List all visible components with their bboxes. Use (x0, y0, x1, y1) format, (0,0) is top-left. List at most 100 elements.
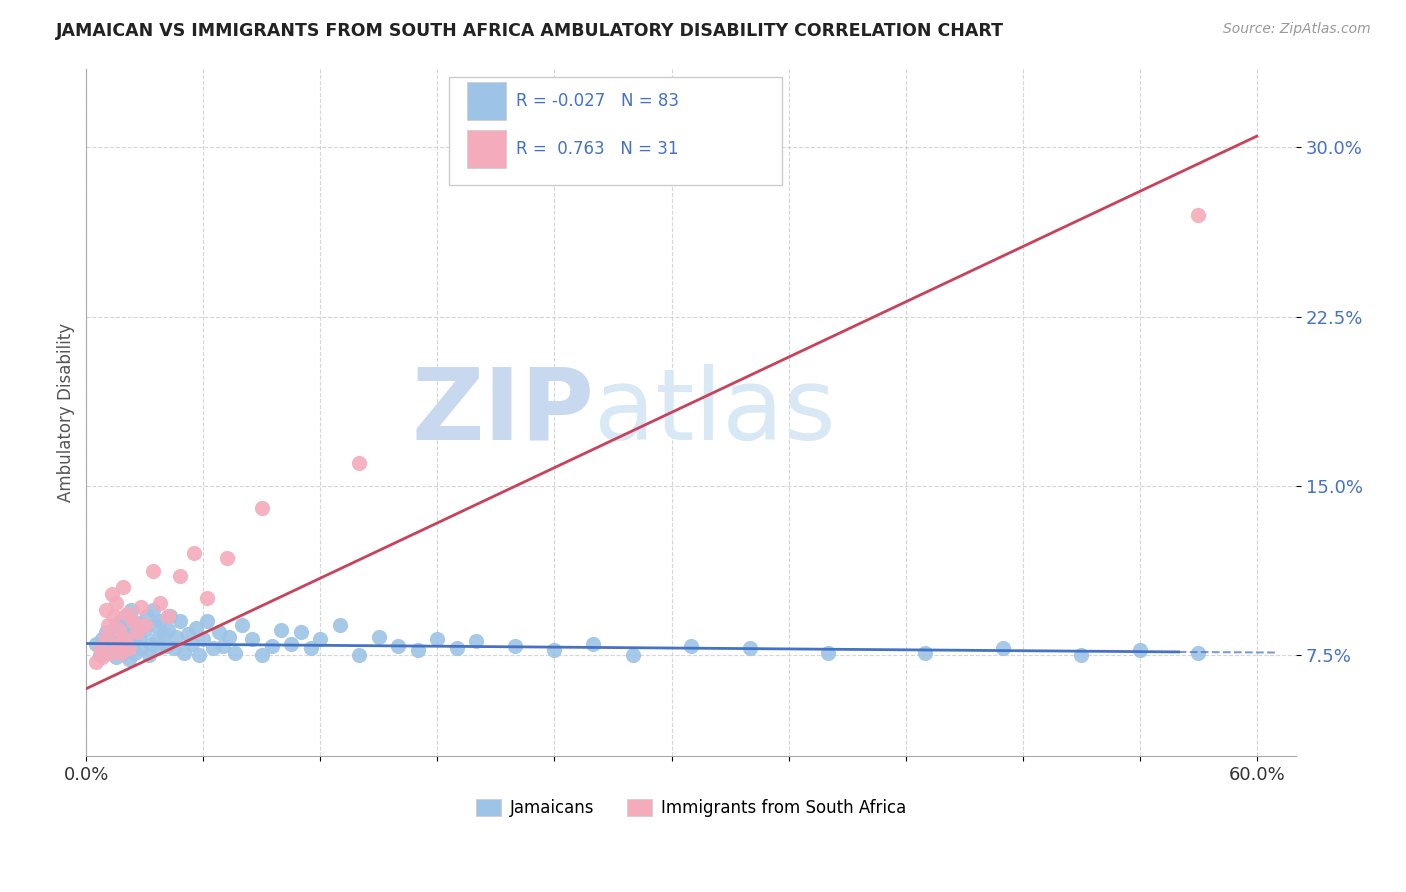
FancyBboxPatch shape (467, 82, 506, 120)
Point (188, 648, 211, 662)
Point (98, 646, 121, 660)
Point (738, 640, 761, 655)
Point (112, 580, 135, 594)
Point (183, 546, 205, 560)
Point (138, 648, 160, 662)
Text: Source: ZipAtlas.com: Source: ZipAtlas.com (1223, 22, 1371, 37)
Legend: Jamaicans, Immigrants from South Africa: Jamaicans, Immigrants from South Africa (470, 792, 912, 823)
Point (104, 618, 127, 632)
Point (110, 646, 132, 660)
Point (260, 639, 283, 653)
Point (110, 614, 132, 628)
Point (914, 646, 936, 660)
Point (125, 625, 148, 640)
Point (107, 634, 129, 648)
Point (129, 600, 152, 615)
Point (155, 639, 177, 653)
Point (117, 607, 139, 622)
Point (145, 632, 167, 646)
Point (1187, 646, 1209, 660)
Point (100, 587, 122, 601)
Text: JAMAICAN VS IMMIGRANTS FROM SOUTH AFRICA AMBULATORY DISABILITY CORRELATION CHART: JAMAICAN VS IMMIGRANTS FROM SOUTH AFRICA… (56, 22, 1004, 40)
Point (135, 609, 157, 624)
Point (149, 596, 172, 610)
Point (139, 636, 162, 650)
Point (125, 616, 148, 631)
Text: atlas: atlas (595, 364, 837, 461)
Point (149, 614, 172, 628)
Point (1187, 208, 1209, 222)
Point (231, 618, 253, 632)
Point (163, 640, 186, 655)
Point (128, 630, 150, 644)
Point (169, 614, 191, 628)
Point (406, 643, 429, 657)
Point (426, 632, 449, 646)
Point (1129, 643, 1152, 657)
Point (118, 640, 141, 655)
Point (211, 639, 233, 653)
Point (367, 630, 389, 644)
Point (110, 630, 132, 644)
Text: ZIP: ZIP (412, 364, 595, 461)
Point (142, 603, 165, 617)
Point (208, 625, 231, 640)
Point (224, 646, 246, 660)
Point (218, 630, 240, 644)
Point (240, 632, 263, 646)
Point (195, 614, 218, 628)
Point (159, 609, 181, 624)
Point (118, 652, 141, 666)
Point (157, 609, 180, 624)
Point (90, 650, 112, 665)
Point (446, 640, 468, 655)
Point (582, 636, 605, 650)
Point (89, 640, 111, 655)
Point (184, 621, 207, 635)
Point (195, 591, 218, 606)
Point (122, 634, 145, 648)
Point (129, 640, 152, 655)
Point (621, 648, 644, 662)
Point (387, 639, 409, 653)
Point (202, 640, 225, 655)
Point (104, 596, 127, 610)
Point (250, 648, 273, 662)
Point (90, 632, 112, 646)
Point (122, 614, 145, 628)
Point (97, 618, 120, 632)
Point (157, 623, 180, 637)
Point (103, 609, 125, 624)
Point (180, 636, 202, 650)
Point (142, 565, 165, 579)
Point (114, 632, 136, 646)
Point (84, 655, 107, 669)
Text: R =  0.763   N = 31: R = 0.763 N = 31 (516, 140, 678, 158)
Point (215, 550, 238, 565)
Point (108, 643, 131, 657)
Point (1070, 648, 1092, 662)
Point (117, 639, 139, 653)
Point (108, 623, 131, 637)
Point (543, 643, 565, 657)
Point (89, 648, 111, 662)
Point (94, 625, 117, 640)
Y-axis label: Ambulatory Disability: Ambulatory Disability (58, 323, 75, 502)
Point (329, 618, 352, 632)
Point (299, 640, 322, 655)
Point (165, 630, 187, 644)
Point (349, 456, 371, 470)
Point (120, 603, 142, 617)
Point (465, 634, 488, 648)
Point (280, 636, 302, 650)
Point (143, 618, 166, 632)
Point (98, 640, 121, 655)
Text: R = -0.027   N = 83: R = -0.027 N = 83 (516, 92, 679, 110)
Point (991, 640, 1014, 655)
Point (134, 618, 156, 632)
Point (349, 648, 371, 662)
Point (94, 630, 117, 644)
FancyBboxPatch shape (467, 129, 506, 168)
Point (177, 627, 200, 641)
Point (94, 646, 117, 660)
